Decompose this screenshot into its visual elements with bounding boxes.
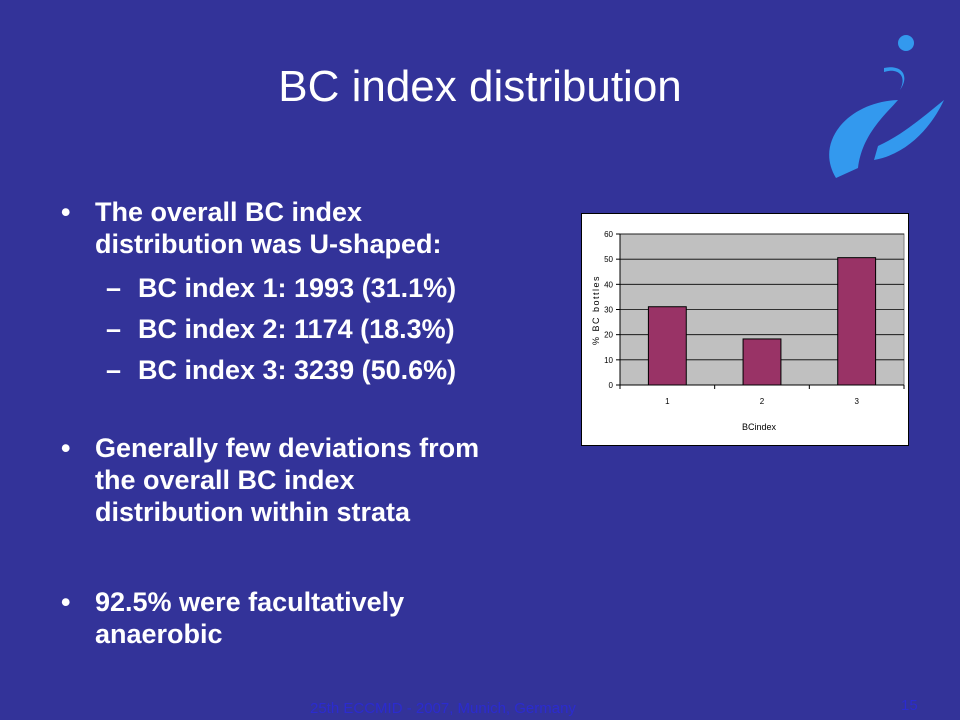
bullet-text-line: distribution was U-shaped: — [95, 229, 442, 259]
bullet-facultatively-anaerobic: • 92.5% were facultatively anaerobic — [61, 586, 405, 650]
conference-logo-icon — [829, 35, 944, 178]
subitem-text: BC index 2: 1174 (18.3%) — [138, 314, 455, 344]
page-number: 15 — [901, 697, 918, 714]
y-tick-label: 30 — [604, 306, 613, 315]
y-tick-label: 20 — [604, 331, 613, 340]
x-tick-label: 3 — [854, 397, 859, 406]
bar-bc-index-2 — [742, 338, 782, 386]
subitem-bc-index-1: – BC index 1: 1993 (31.1%) — [106, 272, 457, 304]
y-tick-label: 60 — [604, 230, 613, 239]
dash-glyph: – — [106, 355, 122, 385]
bar-bc-index-3 — [837, 257, 877, 386]
bullet-overall-distribution: • The overall BC index distribution was … — [61, 196, 442, 260]
bullet-text-line: 92.5% were facultatively — [95, 587, 405, 617]
y-axis-label: % BC bottles — [591, 275, 601, 345]
bullet-text-line: The overall BC index — [95, 197, 363, 227]
bar-chart: 0 10 20 30 40 50 60 1 2 3 % BC bottles BCindex — [591, 230, 905, 432]
y-tick-label: 50 — [604, 255, 613, 264]
bullet-text-line: anaerobic — [95, 619, 223, 649]
x-tick-label: 2 — [760, 397, 765, 406]
dash-glyph: – — [106, 273, 122, 303]
subitem-text: BC index 3: 3239 (50.6%) — [138, 355, 457, 385]
subitem-bc-index-3: – BC index 3: 3239 (50.6%) — [106, 354, 457, 386]
bullet-text-line: distribution within strata — [95, 497, 410, 527]
slide-title: BC index distribution — [278, 62, 682, 111]
y-tick-label: 0 — [609, 381, 614, 390]
dash-glyph: – — [106, 314, 122, 344]
bar-bc-index-1 — [647, 306, 687, 386]
x-tick-label: 1 — [665, 397, 670, 406]
y-tick-label: 10 — [604, 356, 613, 365]
bullet-glyph: • — [61, 433, 71, 463]
subitem-text: BC index 1: 1993 (31.1%) — [138, 273, 457, 303]
footer-text: 25th ECCMID - 2007, Munich, Germany — [310, 700, 576, 717]
bc-index-chart: 0 10 20 30 40 50 60 1 2 3 % BC bottles BCindex — [581, 213, 909, 446]
subitem-bc-index-2: – BC index 2: 1174 (18.3%) — [106, 313, 455, 345]
bullet-few-deviations: • Generally few deviations from the over… — [61, 432, 480, 528]
bullet-glyph: • — [61, 197, 71, 227]
bullet-text-line: the overall BC index — [95, 465, 355, 495]
bullet-glyph: • — [61, 587, 71, 617]
y-tick-label: 40 — [604, 280, 613, 289]
x-axis-label: BCindex — [742, 422, 777, 432]
bullet-text-line: Generally few deviations from — [95, 433, 480, 463]
